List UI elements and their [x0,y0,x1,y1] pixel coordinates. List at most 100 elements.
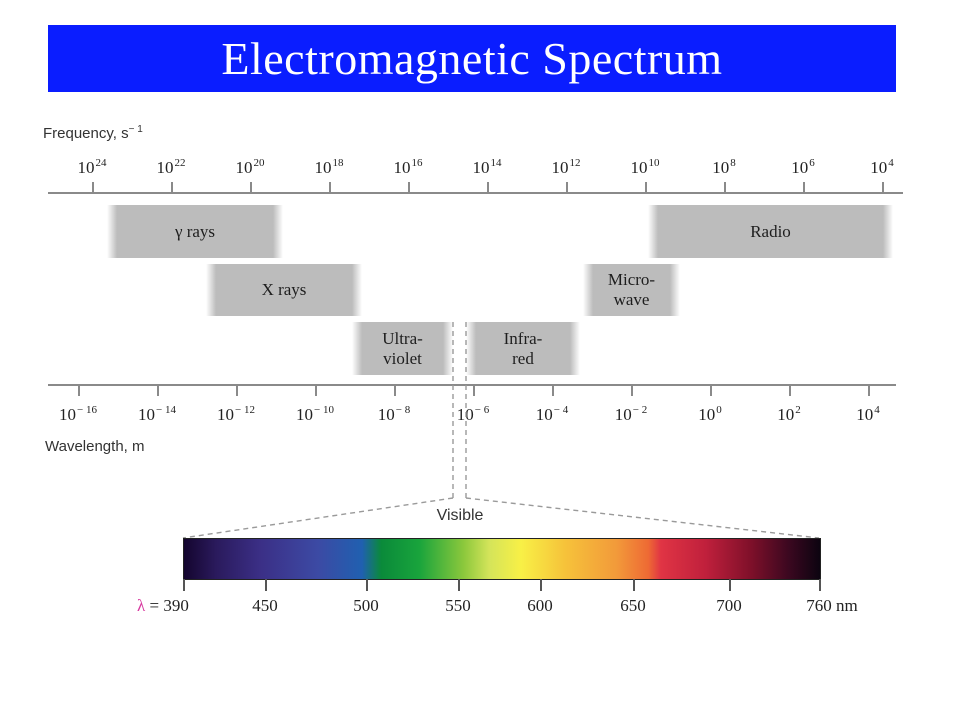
wavelength-tick [236,385,238,396]
wavelength-tick [789,385,791,396]
wavelength-tick-exponent: − 12 [235,404,255,416]
wavelength-tick-label: 10− 2 [615,404,647,425]
visible-unit-label: nm [836,596,858,615]
frequency-axis-label-text: Frequency, s [43,125,129,142]
wavelength-tick-label: 102 [777,404,801,425]
frequency-tick-exponent: 16 [411,157,423,169]
visible-tick [366,579,368,591]
visible-zoom-right [465,497,820,539]
region-infrared: Infra- red [466,322,580,375]
visible-tick [183,579,185,591]
frequency-tick-exponent: 10 [648,157,660,169]
frequency-tick-exponent: 22 [174,157,186,169]
wavelength-tick-label: 10− 8 [378,404,410,425]
frequency-tick-base: 10 [77,158,95,177]
wavelength-tick [394,385,396,396]
frequency-tick-label: 1022 [157,157,186,178]
visible-tick-label: 760 [806,596,832,615]
wavelength-tick-exponent: 0 [716,404,722,416]
frequency-tick [882,182,884,193]
lambda-label: λ = 390 [137,596,189,616]
visible-tick-label: 600 [527,596,553,615]
frequency-axis-line [48,192,903,194]
visible-tick [633,579,635,591]
wavelength-tick-label: 104 [856,404,880,425]
wavelength-tick [78,385,80,396]
wavelength-tick [552,385,554,396]
frequency-tick [250,182,252,193]
wavelength-tick-base: 10 [59,405,77,424]
region-radio: Radio [648,205,893,258]
frequency-tick-label: 1018 [315,157,344,178]
frequency-tick-exponent: 8 [730,157,736,169]
frequency-tick-base: 10 [314,158,332,177]
visible-tick [729,579,731,591]
visible-tick [458,579,460,591]
frequency-tick-base: 10 [472,158,490,177]
frequency-tick-exponent: 6 [809,157,815,169]
visible-tick [819,579,821,591]
frequency-tick [724,182,726,193]
region-radio-label: Radio [750,221,791,241]
frequency-tick-exponent: 12 [569,157,581,169]
wavelength-tick-exponent: 4 [874,404,880,416]
region-infrared-label: Infra- red [503,328,543,368]
visible-tick-label-390: 390 [163,596,189,615]
frequency-tick [645,182,647,193]
visible-tick-label: 450 [252,596,278,615]
wavelength-tick-base: 10 [296,405,314,424]
region-microwave: Micro- wave [583,264,680,316]
wavelength-tick-base: 10 [698,405,716,424]
wavelength-tick-exponent: − 14 [156,404,176,416]
frequency-tick-base: 10 [393,158,411,177]
wavelength-tick-base: 10 [456,405,474,424]
wavelength-tick-label: 10− 12 [217,404,255,425]
region-xray: X rays [206,264,362,316]
frequency-tick-label: 1014 [473,157,502,178]
wavelength-tick-exponent: − 2 [632,404,648,416]
wavelength-tick [868,385,870,396]
wavelength-tick-base: 10 [614,405,632,424]
wavelength-tick-base: 10 [777,405,795,424]
frequency-tick [803,182,805,193]
region-ultraviolet: Ultra- violet [352,322,453,375]
wavelength-tick-exponent: − 8 [395,404,411,416]
frequency-tick-base: 10 [630,158,648,177]
wavelength-tick-label: 10− 4 [536,404,568,425]
frequency-tick-base: 10 [870,158,888,177]
frequency-tick [487,182,489,193]
frequency-tick-base: 10 [156,158,174,177]
frequency-tick [171,182,173,193]
frequency-tick-exponent: 4 [888,157,894,169]
frequency-tick-label: 1010 [631,157,660,178]
wavelength-tick-exponent: 2 [795,404,801,416]
frequency-tick-label: 104 [870,157,894,178]
frequency-tick-label: 1016 [394,157,423,178]
wavelength-tick-label: 10− 6 [457,404,489,425]
wavelength-tick-base: 10 [377,405,395,424]
wavelength-tick-label: 10− 10 [296,404,334,425]
frequency-tick [329,182,331,193]
frequency-axis-label: Frequency, s− 1 [43,124,143,142]
visible-tick [540,579,542,591]
frequency-tick-exponent: 14 [490,157,502,169]
wavelength-tick-exponent: − 16 [77,404,97,416]
frequency-tick-label: 108 [712,157,736,178]
wavelength-tick-label: 10− 14 [138,404,176,425]
frequency-tick-exponent: 18 [332,157,344,169]
region-xray-label: X rays [261,280,307,299]
wavelength-tick [315,385,317,396]
page-title: Electromagnetic Spectrum [221,33,723,84]
wavelength-tick-label: 100 [698,404,722,425]
region-ultraviolet-label: Ultra- violet [382,328,423,368]
wavelength-tick [157,385,159,396]
frequency-tick-base: 10 [551,158,569,177]
wavelength-tick-exponent: − 10 [314,404,334,416]
lambda-symbol: λ [137,596,146,615]
visible-tick-label: 500 [353,596,379,615]
visible-label: Visible [436,507,484,524]
frequency-tick-label: 1012 [552,157,581,178]
frequency-axis-label-exponent: − 1 [128,124,143,135]
frequency-tick-base: 10 [791,158,809,177]
